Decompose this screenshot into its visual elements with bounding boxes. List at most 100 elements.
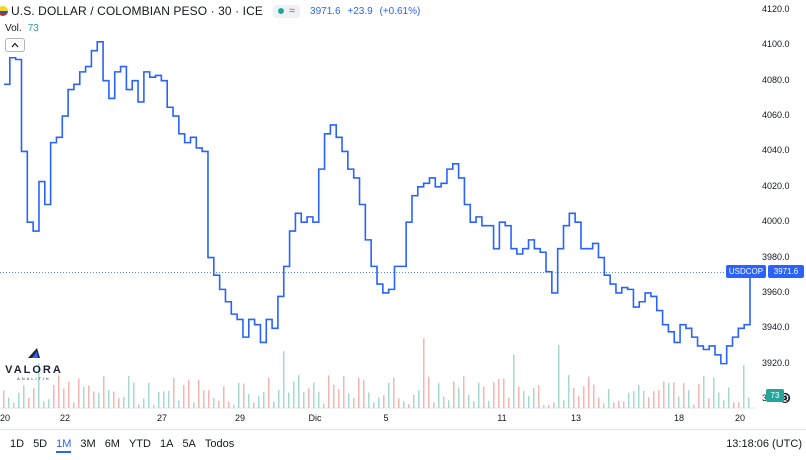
price-tick-label: 4080.0 [762,74,790,85]
volume-bar [508,397,510,408]
volume-bar [633,391,635,408]
volume-bar [563,399,565,408]
volume-bar [693,404,695,408]
volume-bar [323,403,325,408]
symbol-title[interactable]: U.S. DOLLAR / COLOMBIAN PESO · 30 · ICE [11,4,263,18]
chevron-up-icon [11,42,19,48]
bottom-toolbar: 1D 5D 1M 3M 6M YTD 1A 5A Todos 13:18:06 (UTC) [0,429,806,460]
volume-bar [188,380,190,408]
volume-bar [413,394,415,408]
volume-bar [543,404,545,408]
volume-bar [503,378,505,408]
volume-bar [628,392,630,408]
market-status-pill[interactable]: ≈ [272,4,301,18]
volume-bar [143,398,145,408]
price-axis[interactable]: 4120.0 4100.0 4080.0 4060.0 4040.0 4020.0 4000… [757,0,806,408]
volume-bar [238,382,240,408]
range-button-3m[interactable]: 3M [80,438,96,450]
volume-bar [378,397,380,408]
volume-bar [343,376,345,408]
volume-bar [303,391,305,408]
price-tick-label: 4020.0 [762,180,790,191]
range-button-1a[interactable]: 1A [159,438,174,450]
time-tick-label: 27 [157,413,167,423]
clock-readout[interactable]: 13:18:06 (UTC) [726,438,802,450]
time-tick-label: 18 [674,413,684,423]
volume-bar [358,377,360,408]
volume-bar [63,388,65,408]
volume-bar [493,382,495,408]
date-range-selector: 1D 5D 1M 3M 6M YTD 1A 5A Todos [10,438,243,453]
current-price-tag: 3971.6 [768,265,804,279]
volume-bar [263,391,265,408]
symbol-price-tag: USDCOP [726,265,766,279]
volume-bar [183,385,185,408]
range-button-5d[interactable]: 5D [33,438,48,450]
volume-bar [268,377,270,408]
range-button-todos[interactable]: Todos [204,438,235,450]
time-tick-label: 20 [0,413,10,423]
price-tick-label: 4040.0 [762,145,790,156]
volume-bar [13,402,15,408]
volume-bar [423,338,425,408]
chart-area[interactable]: 20 22 27 29 Dic 5 11 13 18 20 [0,0,756,423]
volume-bar [593,384,595,408]
volume-bar [113,391,115,408]
volume-bar [363,380,365,408]
time-tick-label: 5 [383,413,388,423]
volume-bar [448,400,450,408]
volume-bar [738,402,740,408]
volume-bar [683,383,685,408]
volume-bar [653,391,655,408]
range-button-ytd[interactable]: YTD [128,438,151,450]
chart-header: U.S. DOLLAR / COLOMBIAN PESO · 30 · ICE … [0,3,424,19]
volume-bar [418,390,420,408]
volume-legend[interactable]: Vol. 73 [5,23,39,34]
volume-bar [33,388,35,408]
volume-bar [273,401,275,408]
range-button-5a[interactable]: 5A [182,438,196,450]
time-tick-label: 22 [60,413,70,423]
volume-bar [688,390,690,408]
volume-bar [78,378,80,408]
volume-bar [713,377,715,408]
market-open-dot-icon [277,8,284,14]
volume-bar [673,382,675,408]
volume-bar [278,390,280,408]
volume-bar [133,382,135,408]
volume-bar [233,404,235,408]
logo-word: VALORA [5,364,63,376]
volume-bar [128,375,130,408]
price-tick-label: 3920.0 [762,357,790,368]
range-button-6m[interactable]: 6M [104,438,120,450]
volume-bar [403,401,405,408]
volume-bar [88,385,90,408]
quote-readout: 3971.6 +23.9 (+0.61%) [310,6,424,17]
volume-bar [108,390,110,408]
volume-bar [733,402,735,408]
price-line [4,41,751,365]
volume-bar [483,386,485,408]
volume-value: 73 [27,23,39,34]
volume-bar [648,397,650,408]
volume-bar [123,396,125,408]
price-chart[interactable]: 20 22 27 29 Dic 5 11 13 18 20 [0,0,756,428]
volume-bar [3,390,5,408]
volume-bar [353,398,355,408]
volume-bar [58,375,60,408]
volume-bar [728,387,730,408]
volume-bar [308,388,310,408]
volume-bar [708,398,710,408]
volume-bar [53,384,55,408]
volume-bar [198,380,200,408]
volume-bar [173,378,175,408]
collapse-legend-button[interactable] [5,38,25,52]
volume-bar [38,363,40,408]
volume-bar [48,399,50,408]
range-button-1d[interactable]: 1D [10,438,25,450]
range-button-1m[interactable]: 1M [56,438,72,453]
volume-bar [383,395,385,408]
volume-bar [603,403,605,408]
volume-bar [643,391,645,408]
price-tick-label: 4100.0 [762,39,790,50]
